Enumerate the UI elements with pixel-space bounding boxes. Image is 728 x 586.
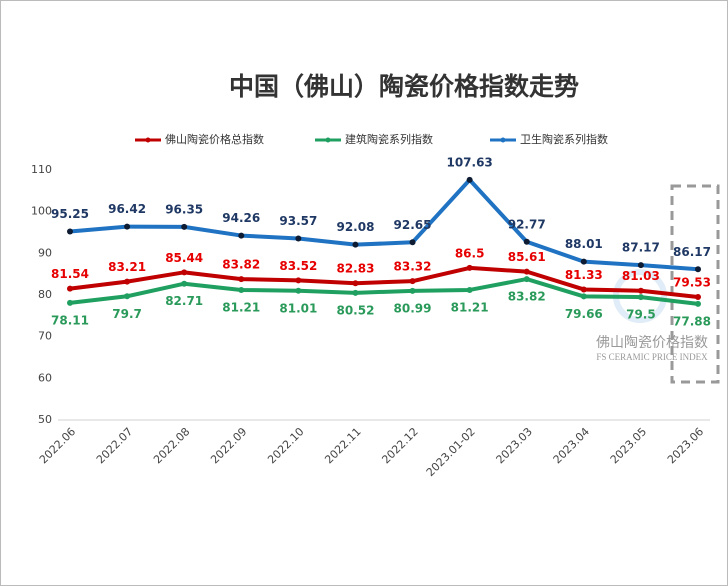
data-point (67, 228, 73, 235)
data-label: 83.52 (279, 259, 317, 273)
data-point (67, 285, 73, 292)
data-point (409, 278, 416, 285)
data-label: 83.82 (222, 258, 260, 272)
watermark-subtitle: FS CERAMIC PRICE INDEX (596, 352, 708, 362)
data-point (124, 278, 131, 285)
legend-marker (325, 137, 331, 143)
data-label: 82.83 (336, 262, 374, 276)
data-label: 107.63 (446, 155, 492, 169)
series-line (69, 265, 699, 299)
legend-label: 卫生陶瓷系列指数 (520, 132, 608, 146)
data-point (238, 276, 245, 283)
data-label: 83.32 (394, 260, 432, 274)
data-point (523, 276, 530, 283)
y-tick-label: 80 (38, 288, 52, 301)
data-label: 80.52 (336, 303, 374, 317)
y-tick-label: 50 (38, 413, 52, 426)
data-label: 80.99 (394, 301, 432, 315)
data-point (181, 280, 188, 287)
data-label: 96.35 (165, 202, 203, 216)
legend-marker (145, 137, 151, 143)
data-label: 83.82 (508, 290, 546, 304)
data-point (352, 280, 359, 287)
data-point (695, 266, 701, 273)
data-point (637, 262, 644, 269)
y-tick-label: 60 (38, 371, 52, 384)
data-point (295, 277, 302, 284)
series-line (69, 177, 699, 272)
legend-marker (500, 137, 506, 143)
data-label: 77.88 (673, 314, 711, 328)
data-point (637, 294, 644, 301)
data-label: 79.66 (565, 307, 603, 321)
data-point (352, 289, 359, 296)
data-label: 96.42 (108, 202, 146, 216)
chart-title: 中国（佛山）陶瓷价格指数走势 (229, 72, 579, 101)
data-point (466, 176, 473, 183)
data-point (695, 300, 701, 307)
data-label: 81.03 (622, 269, 660, 283)
data-label: 85.44 (165, 251, 203, 265)
data-point (67, 299, 73, 306)
data-label: 92.77 (508, 217, 546, 231)
data-point (580, 258, 587, 265)
data-label: 93.57 (279, 214, 317, 228)
data-point (523, 268, 530, 275)
data-point (181, 223, 188, 230)
data-label: 81.21 (451, 300, 489, 314)
data-point (295, 235, 302, 242)
data-label: 88.01 (565, 237, 603, 251)
data-label: 85.61 (508, 250, 546, 264)
y-tick-label: 100 (31, 205, 52, 218)
data-point (695, 293, 701, 300)
data-point (409, 239, 416, 246)
data-point (637, 287, 644, 294)
data-point (295, 287, 302, 294)
data-label: 86.17 (673, 245, 711, 259)
data-point (238, 286, 245, 293)
data-point (409, 287, 416, 294)
data-label: 81.01 (279, 301, 317, 315)
data-label: 79.53 (673, 275, 711, 289)
data-label: 81.54 (51, 267, 89, 281)
data-label: 94.26 (222, 211, 260, 225)
data-point (352, 241, 359, 248)
data-point (466, 286, 473, 293)
data-label: 92.08 (336, 220, 374, 234)
data-label: 95.25 (51, 207, 89, 221)
data-label: 78.11 (51, 313, 89, 327)
legend-label: 佛山陶瓷价格总指数 (165, 132, 264, 146)
data-label: 92.65 (394, 218, 432, 232)
data-label: 86.5 (455, 246, 485, 260)
data-point (466, 264, 473, 271)
data-label: 79.7 (112, 307, 142, 321)
data-point (124, 293, 131, 300)
y-tick-label: 70 (38, 330, 52, 343)
y-tick-label: 110 (31, 163, 52, 176)
data-label: 87.17 (622, 241, 660, 255)
data-label: 81.21 (222, 300, 260, 314)
data-point (181, 269, 188, 276)
data-label: 81.33 (565, 268, 603, 282)
legend-label: 建筑陶瓷系列指数 (345, 132, 433, 146)
data-point (238, 232, 245, 239)
highlight-box (670, 184, 720, 384)
y-tick-label: 90 (38, 246, 52, 259)
data-point (124, 223, 131, 230)
data-label: 83.21 (108, 260, 146, 274)
data-label: 82.71 (165, 294, 203, 308)
data-point (580, 286, 587, 293)
data-point (523, 238, 530, 245)
series-line (69, 277, 699, 306)
data-point (580, 293, 587, 300)
watermark-title: 佛山陶瓷价格指数 (596, 335, 708, 351)
data-label: 79.5 (626, 308, 656, 322)
